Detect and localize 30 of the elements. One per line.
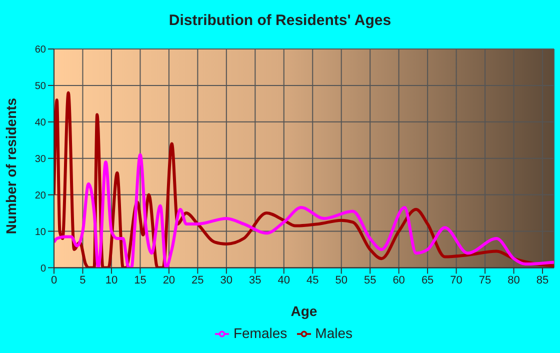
x-tick-label: 80 <box>508 274 520 287</box>
y-tick-label: 60 <box>34 44 46 56</box>
y-tick-label: 30 <box>34 154 46 165</box>
x-tick-label: 55 <box>364 274 376 287</box>
x-tick-label: 60 <box>392 274 405 287</box>
legend-label: Females <box>233 324 288 341</box>
x-tick-label: 45 <box>306 274 319 287</box>
chart-title: Distribution of Residents' Ages <box>168 12 392 29</box>
x-axis-title: Age <box>290 303 318 319</box>
x-tick-label: 65 <box>421 274 434 287</box>
y-tick-label: 20 <box>34 190 46 202</box>
x-tick-label: 50 <box>335 274 348 287</box>
x-tick-label: 35 <box>249 274 262 287</box>
x-tick-label: 40 <box>278 274 290 287</box>
x-tick-label: 75 <box>478 274 492 287</box>
x-tick-label: 25 <box>192 274 204 287</box>
x-tick-label: 0 <box>50 274 58 287</box>
x-tick-label: 85 <box>536 274 549 287</box>
x-tick-label: 10 <box>105 274 118 287</box>
y-tick-label: 40 <box>34 117 46 128</box>
x-tick-label: 5 <box>80 274 86 287</box>
legend-label: Males <box>315 324 353 341</box>
y-tick-label: 10 <box>34 226 46 238</box>
x-tick-label: 70 <box>450 274 462 287</box>
x-tick-label: 20 <box>162 274 176 287</box>
y-tick-label: 0 <box>40 263 46 274</box>
x-tick-label: 30 <box>220 274 233 287</box>
y-tick-label: 50 <box>34 81 46 92</box>
y-axis-title: Number of residents <box>3 98 19 234</box>
x-tick-label: 15 <box>134 274 146 287</box>
